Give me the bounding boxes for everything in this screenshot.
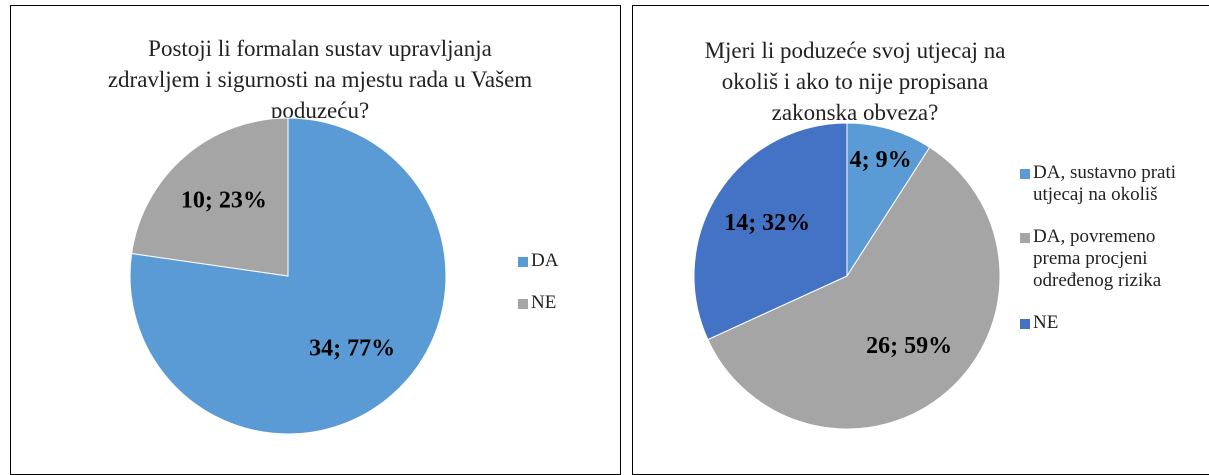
- legend-label: DA, povremeno prema procjeni određenog r…: [1033, 226, 1162, 291]
- legend-swatch: [518, 299, 528, 309]
- pie-slice: [693, 122, 848, 341]
- legend-label: DA: [531, 250, 559, 271]
- legend-item: DA, sustavno prati utjecaj na okoliš: [1020, 162, 1200, 206]
- data-label: 14; 32%: [724, 210, 810, 236]
- legend-label: DA, sustavno prati utjecaj na okoliš: [1033, 162, 1177, 205]
- pie-slice: [131, 117, 289, 277]
- legend-swatch: [518, 257, 528, 267]
- pie-slice: [846, 122, 931, 278]
- data-label: 10; 23%: [181, 187, 267, 213]
- legend: DA NE: [518, 250, 608, 334]
- legend-item: NE: [518, 292, 608, 314]
- legend-swatch: [1020, 233, 1030, 243]
- data-label: 4; 9%: [850, 147, 912, 173]
- legend-item: NE: [1020, 312, 1200, 334]
- legend-swatch: [1020, 319, 1030, 329]
- legend-label: NE: [531, 292, 557, 313]
- legend-item: DA: [518, 250, 608, 272]
- legend-item: DA, povremeno prema procjeni određenog r…: [1020, 226, 1200, 292]
- legend-swatch: [1020, 169, 1030, 179]
- chart-title: Mjeri li poduzeće svoj utjecaj na okoliš…: [704, 38, 1006, 125]
- chart-title: Postoji li formalan sustav upravljanja z…: [107, 36, 533, 123]
- legend-label: NE: [1033, 312, 1059, 333]
- data-label: 34; 77%: [309, 336, 395, 362]
- data-label: 26; 59%: [866, 333, 952, 359]
- legend: DA, sustavno prati utjecaj na okoliš DA, …: [1020, 162, 1200, 354]
- pie-slice: [707, 146, 1001, 430]
